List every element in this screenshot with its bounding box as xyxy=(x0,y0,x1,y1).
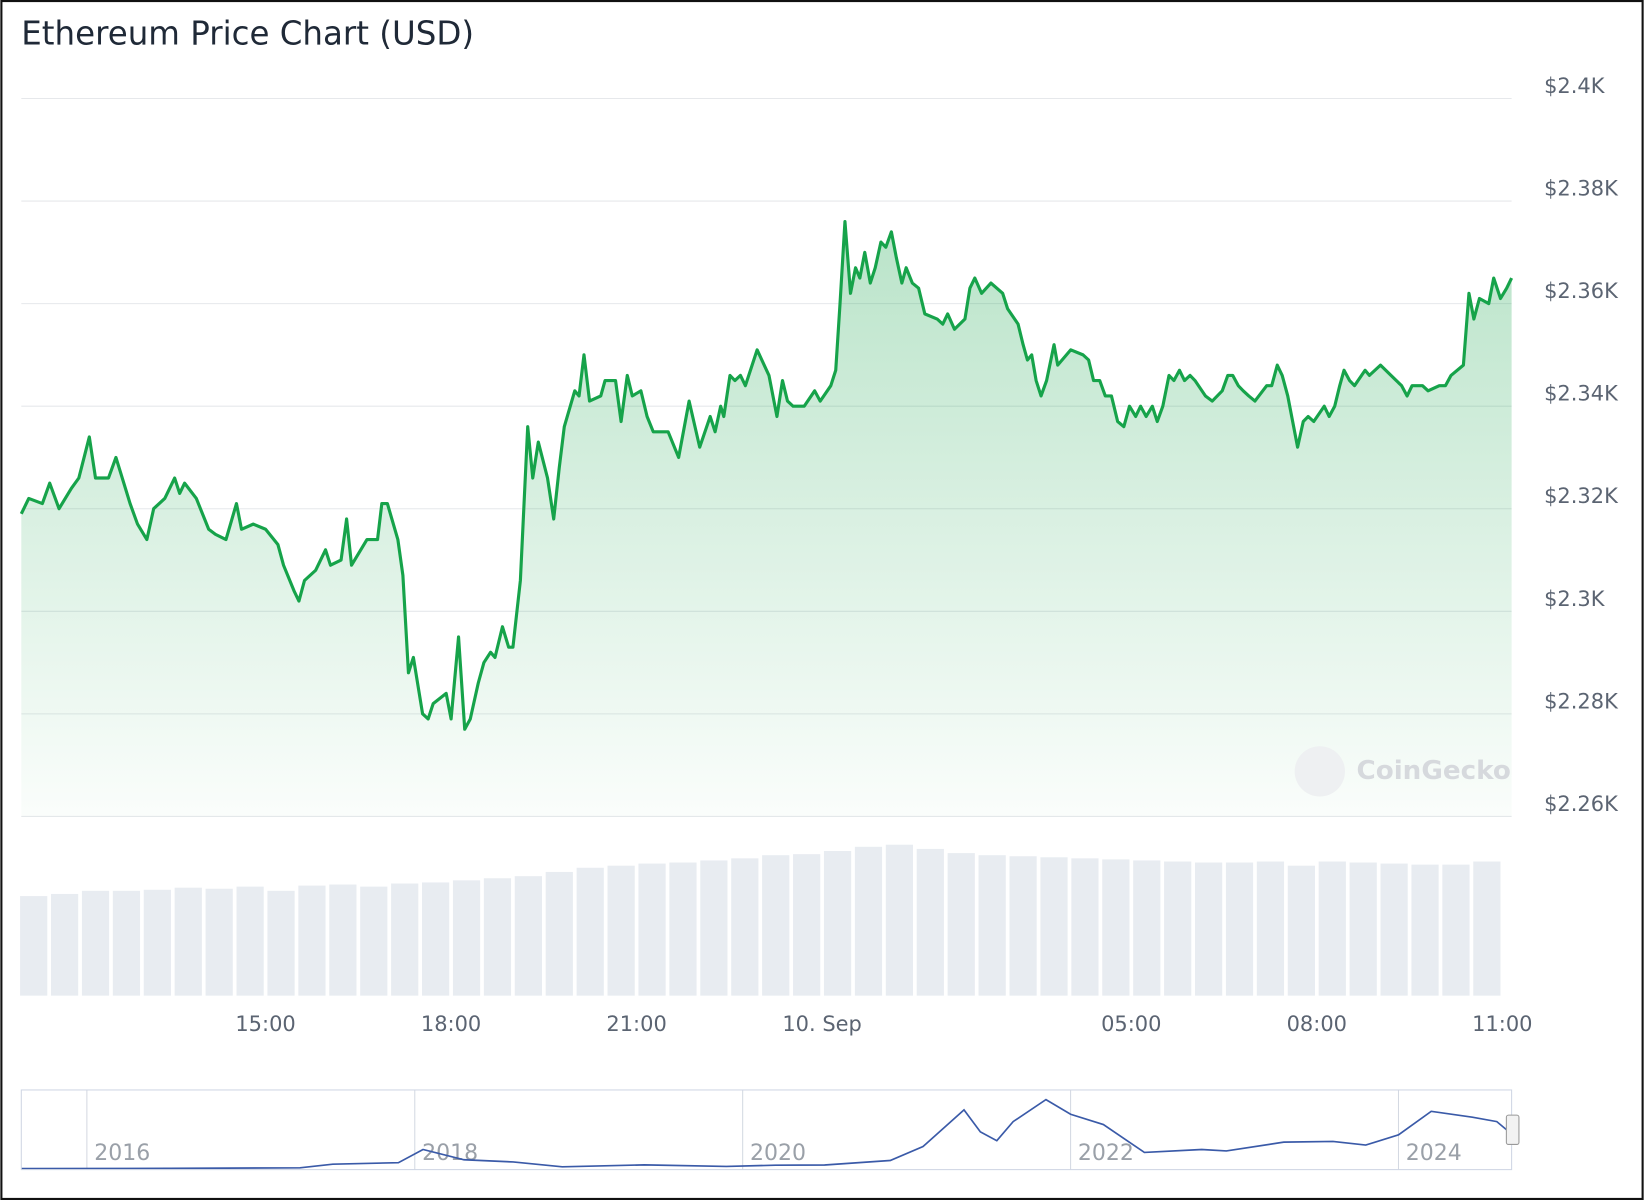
volume-bar xyxy=(1164,861,1192,996)
volume-bar xyxy=(793,854,821,996)
x-tick-label: 11:00 xyxy=(1472,1012,1532,1036)
y-tick-label: $2.3K xyxy=(1544,587,1606,611)
volume-bar xyxy=(452,880,481,996)
x-tick-label: 08:00 xyxy=(1287,1012,1347,1036)
price-line xyxy=(19,219,1514,731)
volume-bar xyxy=(1071,858,1099,996)
volume-bar xyxy=(1318,861,1346,996)
y-tick-label: $2.28K xyxy=(1544,689,1619,713)
volume-bar xyxy=(267,890,295,996)
volume-bar xyxy=(360,886,388,996)
volume-bar xyxy=(112,890,141,996)
volume-bar xyxy=(174,887,202,996)
navigator-handle[interactable] xyxy=(1505,1114,1520,1145)
x-tick-label: 21:00 xyxy=(606,1012,666,1036)
volume-bar xyxy=(1040,857,1068,996)
volume-bar xyxy=(1411,864,1439,996)
volume-bar xyxy=(823,851,852,996)
volume-bar xyxy=(205,888,233,996)
volume-bar xyxy=(607,865,635,996)
volume-bar xyxy=(143,889,171,996)
volume-bar xyxy=(700,860,728,996)
volume-bar xyxy=(916,848,944,996)
volume-bar xyxy=(731,858,759,996)
volume-bar xyxy=(947,853,975,996)
volume-bar xyxy=(885,844,914,996)
x-tick-label: 05:00 xyxy=(1101,1012,1161,1036)
navigator-tick-label: 2024 xyxy=(1406,1141,1462,1166)
y-tick-label: $2.34K xyxy=(1544,382,1619,406)
volume-bar xyxy=(854,846,883,996)
volume-bar xyxy=(1287,865,1315,996)
volume-bar xyxy=(638,863,666,996)
volume-bar xyxy=(1349,862,1377,996)
volume-bar xyxy=(1133,860,1161,996)
volume-bar xyxy=(1009,856,1037,996)
watermark: CoinGecko xyxy=(1294,746,1511,797)
x-tick-label: 15:00 xyxy=(235,1012,295,1036)
x-tick-label: 10. Sep xyxy=(782,1012,861,1036)
chart-title: Ethereum Price Chart (USD) xyxy=(21,15,474,53)
area-fill xyxy=(21,221,1512,817)
volume-bar xyxy=(1442,864,1470,996)
volume-bar xyxy=(329,884,357,996)
navigator-tick-label: 2016 xyxy=(94,1141,150,1166)
volume-bar xyxy=(50,893,79,996)
y-tick-label: $2.32K xyxy=(1544,484,1619,508)
navigator-tick-label: 2022 xyxy=(1078,1141,1134,1166)
y-tick-label: $2.4K xyxy=(1544,74,1606,98)
volume-bar xyxy=(978,855,1006,996)
volume-bar xyxy=(298,885,326,996)
volume-bar xyxy=(422,882,450,996)
volume-bar xyxy=(81,890,110,996)
x-tick-label: 18:00 xyxy=(421,1012,481,1036)
volume-bar xyxy=(483,878,512,996)
volume-bar xyxy=(1380,863,1408,996)
volume-bar xyxy=(236,886,264,996)
volume-bar xyxy=(1225,862,1254,996)
volume-bar xyxy=(545,871,573,996)
volume-bar xyxy=(669,862,697,996)
volume-bar xyxy=(576,867,604,996)
volume-bar xyxy=(1102,859,1130,996)
watermark-text: CoinGecko xyxy=(1356,756,1510,786)
volume-bar xyxy=(1194,862,1223,996)
y-tick-label: $2.38K xyxy=(1544,177,1619,201)
y-tick-label: $2.36K xyxy=(1544,279,1619,303)
navigator-tick-label: 2020 xyxy=(750,1141,806,1166)
navigator-line xyxy=(21,1098,1513,1170)
y-tick-label: $2.26K xyxy=(1544,792,1619,816)
volume-bar xyxy=(20,896,48,996)
volume-bar xyxy=(1473,861,1501,996)
volume-bar xyxy=(391,883,419,996)
navigator-tick-label: 2018 xyxy=(422,1141,478,1166)
volume-bar xyxy=(1256,861,1285,996)
volume-bar xyxy=(762,855,790,996)
volume-bar xyxy=(514,876,542,996)
